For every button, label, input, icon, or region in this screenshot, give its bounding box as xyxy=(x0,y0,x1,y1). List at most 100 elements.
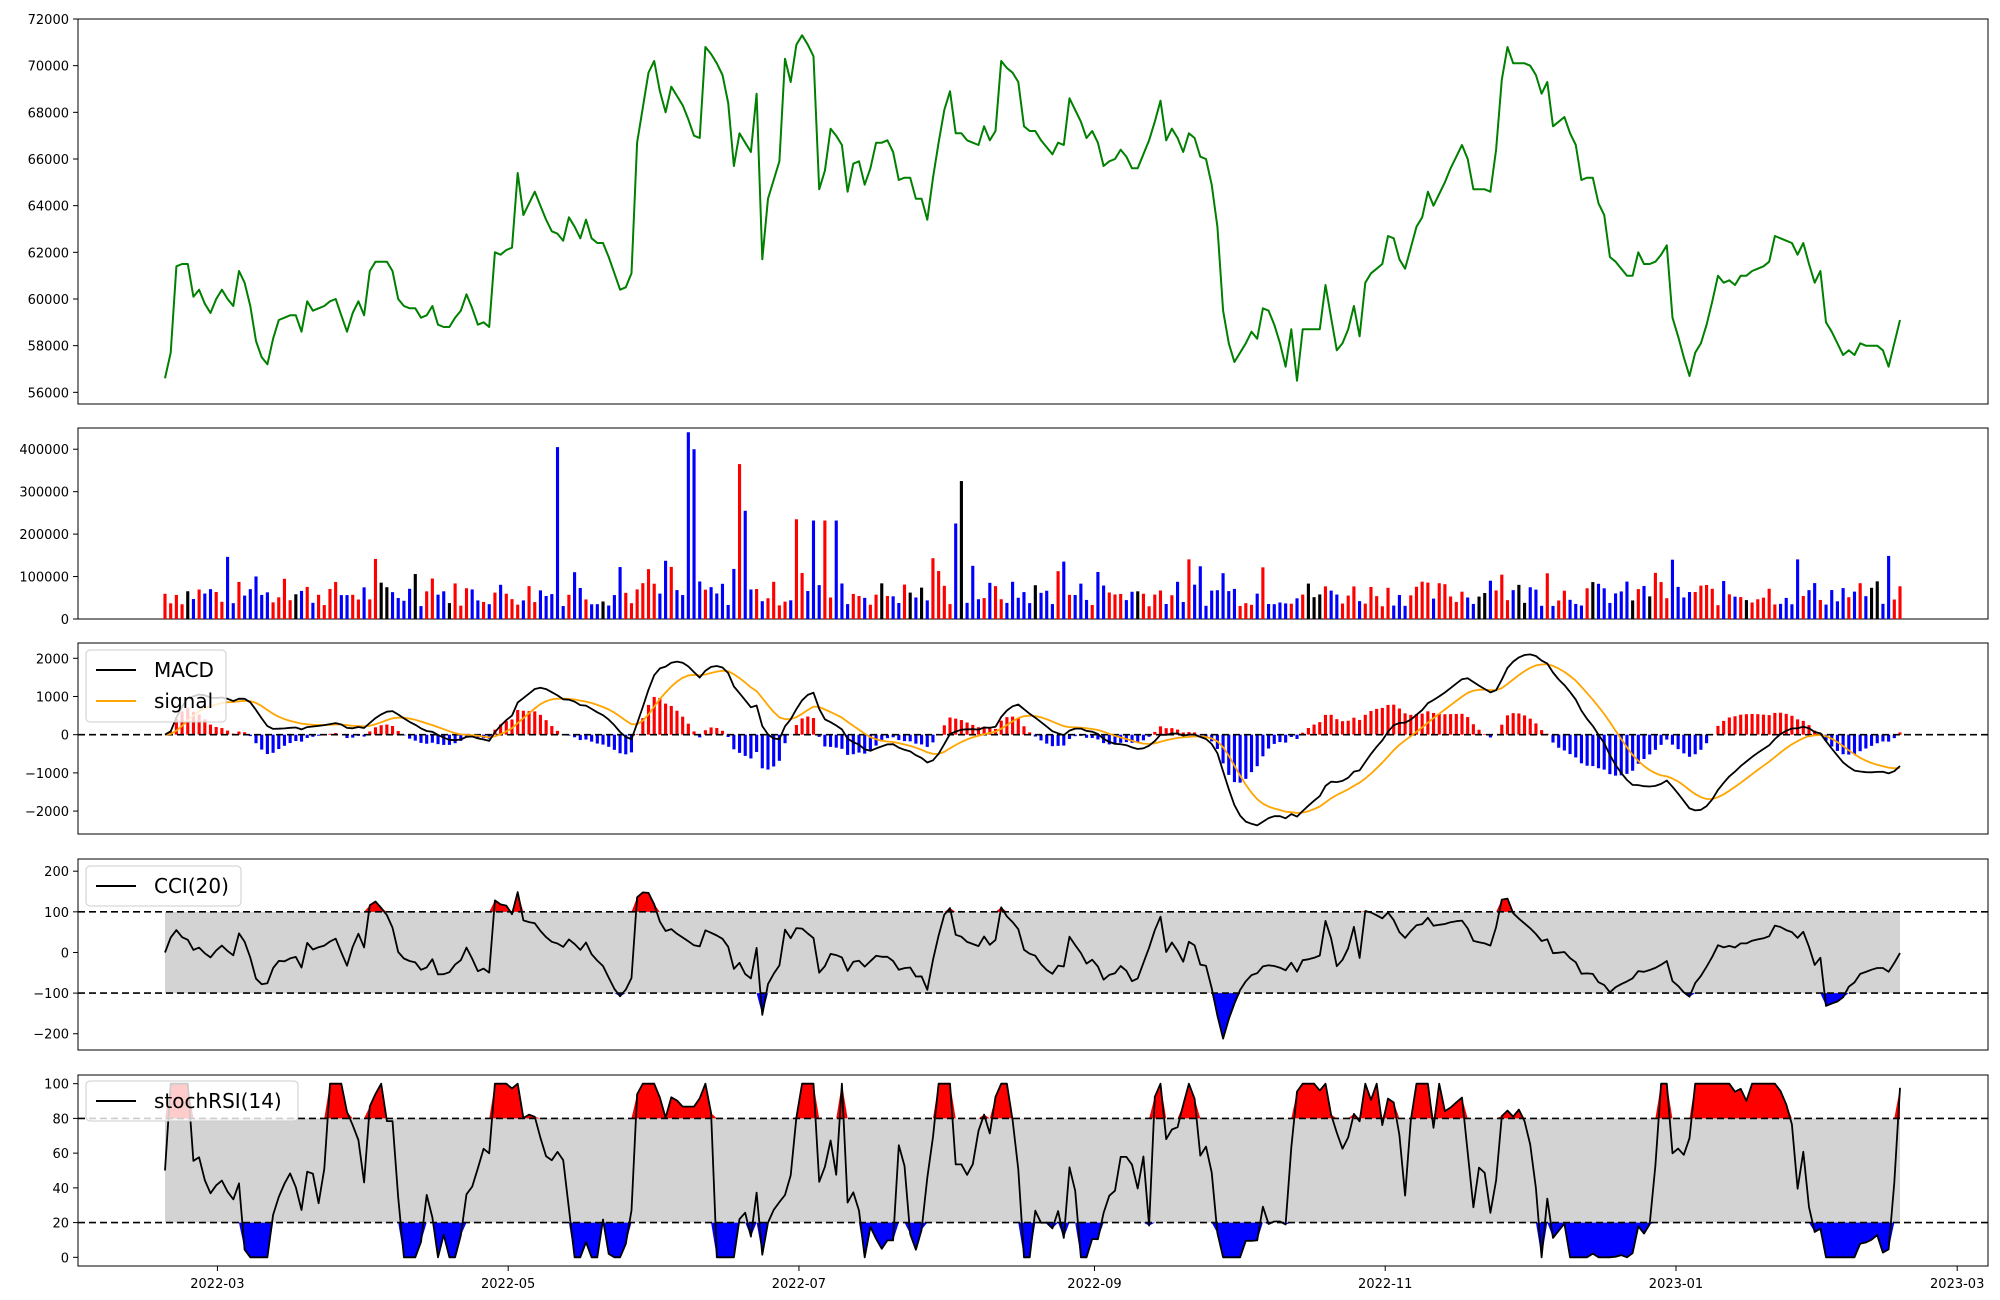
macd-hist-bar xyxy=(669,706,673,735)
volume-bar xyxy=(1631,600,1635,619)
volume-bar xyxy=(1318,594,1322,619)
macd-hist-bar xyxy=(737,734,742,753)
macd-hist-bar xyxy=(271,734,275,753)
volume-bar xyxy=(504,593,508,619)
macd-hist-bar xyxy=(538,714,543,735)
macd-hist-bar xyxy=(1397,708,1401,735)
macd-hist-bar xyxy=(675,710,679,735)
volume-bar xyxy=(1039,592,1043,619)
macd-hist-bar xyxy=(1574,734,1578,758)
macd-hist-bar xyxy=(692,731,696,735)
volume-bar xyxy=(226,556,230,619)
volume-bar xyxy=(197,589,201,619)
macd-hist-bar xyxy=(1807,725,1811,735)
volume-bar xyxy=(1727,594,1731,619)
volume-bar xyxy=(464,588,469,619)
macd-hist-bar xyxy=(1016,718,1020,735)
volume-bar xyxy=(1494,590,1498,619)
stochrsi-ytick-label: 20 xyxy=(52,1217,69,1232)
volume-bar xyxy=(1676,586,1680,619)
volume-bar xyxy=(1875,581,1879,619)
volume-bar xyxy=(629,603,634,619)
volume-bar xyxy=(1665,598,1669,619)
macd-hist-bar xyxy=(976,727,981,735)
stochrsi-panel: 0 20 40 60 80 100 xyxy=(44,1074,1989,1267)
volume-bar xyxy=(1545,573,1549,619)
stochrsi-overbought-area xyxy=(165,1083,1900,1119)
volume-bar xyxy=(254,576,258,619)
macd-hist-bar xyxy=(265,734,269,755)
macd-hist-bar xyxy=(897,734,901,741)
volume-bar xyxy=(1289,603,1293,619)
volume-bar xyxy=(1181,602,1185,619)
stochrsi-ytick-label: 0 xyxy=(61,1251,69,1266)
volume-bar xyxy=(1540,605,1544,619)
macd-hist-bar xyxy=(1153,731,1157,735)
volume-bar xyxy=(419,606,423,619)
cci-ytick-label: 0 xyxy=(61,946,69,961)
volume-bar xyxy=(328,588,332,619)
macd-hist-bar xyxy=(743,734,747,756)
volume-bar xyxy=(1739,597,1743,619)
volume-bar xyxy=(1255,593,1259,619)
volume-bar xyxy=(1869,587,1874,619)
macd-hist-bar xyxy=(1130,734,1134,743)
stochrsi-ytick-label: 40 xyxy=(52,1182,69,1197)
volume-bar xyxy=(1705,584,1709,619)
volume-bar xyxy=(243,595,247,619)
macd-hist-bar xyxy=(180,711,184,735)
macd-hist-bar xyxy=(1716,725,1720,735)
volume-bar xyxy=(1221,573,1225,619)
macd-hist-bar xyxy=(1255,734,1259,767)
macd-hist-bar xyxy=(1392,704,1396,735)
volume-bar xyxy=(345,595,349,619)
macd-hist-bar xyxy=(1022,726,1026,735)
volume-bar xyxy=(1102,585,1106,619)
volume-bar xyxy=(305,586,309,619)
macd-hist-bar xyxy=(1141,734,1145,741)
volume-bar xyxy=(1215,590,1219,619)
macd-hist-bar xyxy=(1534,723,1538,735)
macd-legend-box xyxy=(85,649,227,723)
volume-bar xyxy=(1528,587,1532,619)
macd-hist-bar xyxy=(220,728,224,735)
volume-bar xyxy=(1164,604,1168,619)
macd-hist-bar xyxy=(652,696,656,735)
volume-bar xyxy=(1335,594,1339,619)
macd-hist-bar xyxy=(954,718,958,735)
macd-hist-bar xyxy=(1761,714,1766,735)
volume-bar xyxy=(1636,589,1640,619)
volume-bar xyxy=(635,589,639,619)
volume-bar xyxy=(1170,595,1174,619)
macd-hist-bar xyxy=(1522,715,1527,735)
macd-hist-bar xyxy=(1267,734,1271,749)
cci-panel: −200 −100 0 100 200 xyxy=(33,858,1989,1051)
volume-bar xyxy=(737,464,742,619)
volume-bar xyxy=(925,600,929,619)
volume-bar xyxy=(846,604,850,619)
volume-bar xyxy=(208,589,213,619)
volume-bar xyxy=(988,582,992,619)
volume-bar xyxy=(1011,581,1015,619)
macd-hist-bar xyxy=(368,731,372,735)
volume-bar xyxy=(573,572,577,619)
macd-hist-bar xyxy=(1056,734,1060,746)
volume-bar xyxy=(368,599,372,619)
macd-hist-bar xyxy=(282,734,287,746)
volume-bar xyxy=(567,594,571,619)
volume-bar xyxy=(1847,597,1851,619)
macd-hist-bar xyxy=(817,734,821,737)
volume-bar xyxy=(595,604,599,619)
macd-hist-bar xyxy=(243,732,247,735)
volume-bar xyxy=(652,583,656,619)
stochrsi-legend-box xyxy=(85,1080,299,1122)
macd-hist-bar xyxy=(203,719,207,735)
volume-bar xyxy=(1409,595,1413,619)
macd-hist-bar xyxy=(1295,734,1299,739)
macd-hist-bar xyxy=(1869,734,1874,746)
macd-hist-bar xyxy=(925,734,929,747)
volume-bar xyxy=(1107,592,1111,619)
volume-bar xyxy=(351,594,355,619)
macd-hist-bar xyxy=(430,734,434,743)
volume-bar xyxy=(1386,587,1390,619)
